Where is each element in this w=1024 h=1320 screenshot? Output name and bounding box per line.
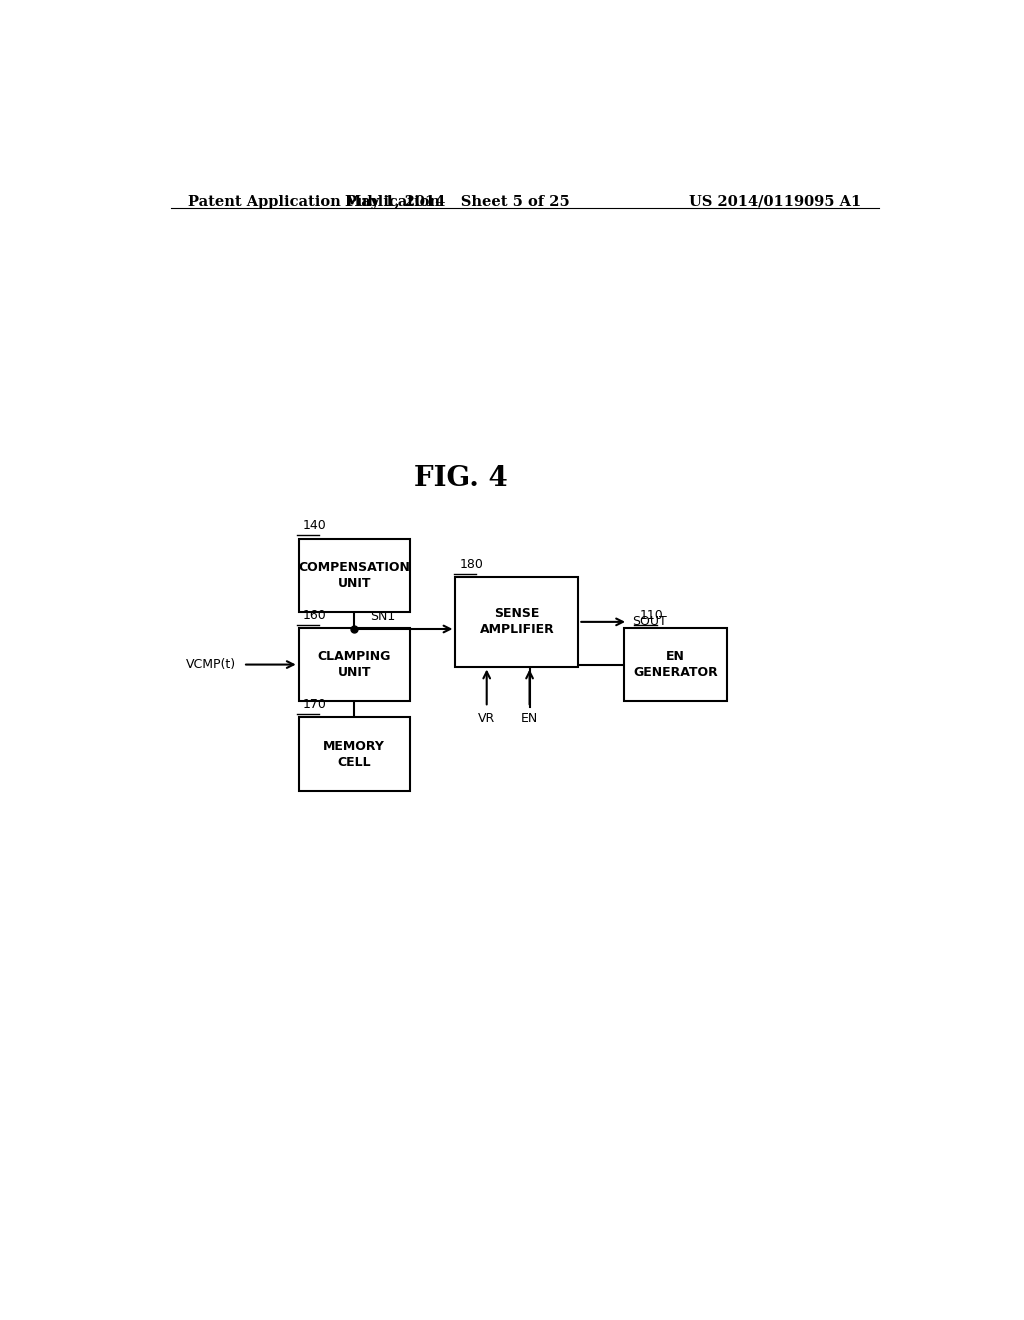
Bar: [299, 718, 410, 791]
Bar: [299, 628, 410, 701]
Bar: [299, 539, 410, 611]
Text: May 1, 2014   Sheet 5 of 25: May 1, 2014 Sheet 5 of 25: [345, 195, 569, 209]
Text: SN1: SN1: [371, 610, 395, 623]
Text: COMPENSATION
UNIT: COMPENSATION UNIT: [298, 561, 411, 590]
Text: VCMP(t): VCMP(t): [185, 659, 236, 671]
Text: MEMORY
CELL: MEMORY CELL: [324, 739, 385, 768]
Text: 110: 110: [640, 609, 664, 622]
Text: 180: 180: [460, 558, 483, 572]
Text: Patent Application Publication: Patent Application Publication: [188, 195, 440, 209]
Text: EN
GENERATOR: EN GENERATOR: [633, 649, 718, 678]
Text: EN: EN: [521, 713, 539, 725]
Text: SENSE
AMPLIFIER: SENSE AMPLIFIER: [479, 607, 554, 636]
Text: VR: VR: [478, 713, 496, 725]
Text: FIG. 4: FIG. 4: [415, 465, 508, 492]
Text: 140: 140: [303, 520, 327, 532]
Text: 160: 160: [303, 609, 327, 622]
Text: CLAMPING
UNIT: CLAMPING UNIT: [317, 649, 391, 678]
Text: 170: 170: [303, 698, 327, 711]
Bar: [624, 628, 727, 701]
Text: SOUT: SOUT: [632, 615, 667, 628]
Text: US 2014/0119095 A1: US 2014/0119095 A1: [689, 195, 861, 209]
Bar: [456, 577, 579, 667]
